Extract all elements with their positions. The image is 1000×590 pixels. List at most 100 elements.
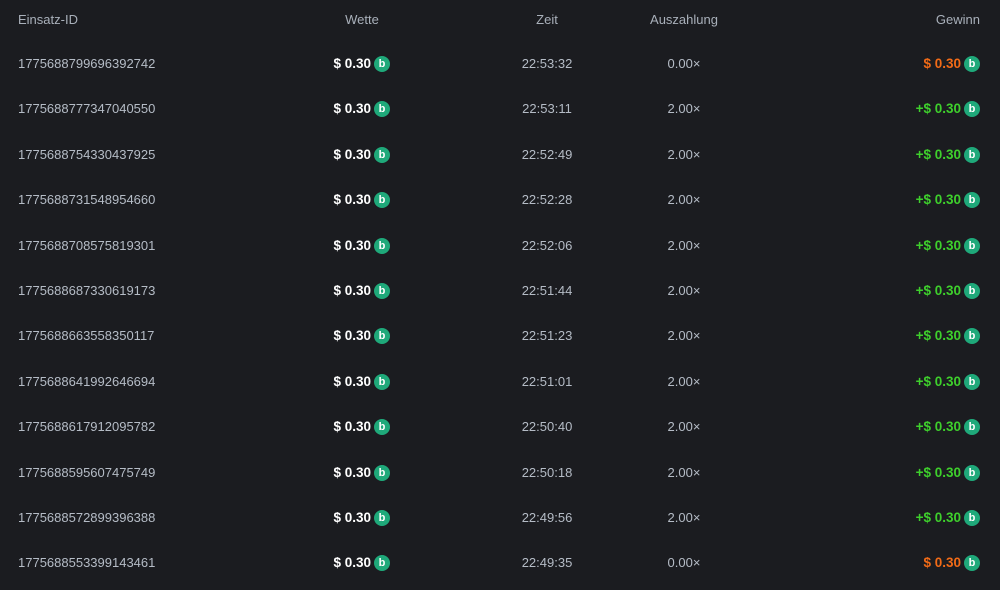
bet-id[interactable]: 1775688572899396388 (18, 510, 156, 525)
bet-amount-value: $ 0.30 (333, 56, 371, 71)
bet-amount-value: $ 0.30 (333, 101, 371, 117)
coin-b-icon: b (374, 510, 390, 526)
header-bet: Wette (345, 12, 379, 27)
coin-b-icon: b (374, 555, 390, 572)
bet-id[interactable]: 1775688595607475749 (18, 464, 156, 480)
table-row[interactable]: 1775688687330619173 $ 0.30 b 22:51:44 2.… (0, 281, 1000, 301)
table-row[interactable]: 1775688553399143461 $ 0.30 b 22:49:35 0.… (0, 553, 1000, 573)
bet-time: 22:50:40 (521, 419, 573, 435)
table-row[interactable]: 1775688754330437925 $ 0.30 b 22:52:49 2.… (0, 145, 1000, 165)
coin-b-icon: b (964, 419, 980, 436)
coin-b-icon: b (964, 56, 980, 72)
bet-profit: +$ 0.30 b (916, 463, 980, 483)
bet-profit-value: +$ 0.30 (915, 464, 961, 480)
bet-time: 22:53:11 (522, 101, 572, 117)
bet-time: 22:51:01 (521, 373, 573, 389)
bet-profit-value: +$ 0.30 (915, 373, 961, 389)
bet-amount: $ 0.30 b (333, 99, 390, 119)
coin-b-icon: b (374, 192, 390, 209)
bet-payout: 0.00× (667, 56, 701, 71)
coin-b-icon: b (374, 101, 390, 118)
bet-id[interactable]: 1775688663558350117 (18, 328, 155, 344)
bet-id[interactable]: 1775688641992646694 (18, 373, 156, 389)
table-row[interactable]: 1775688731548954660 $ 0.30 b 22:52:28 2.… (0, 190, 1000, 210)
bet-amount-value: $ 0.30 (333, 510, 371, 525)
bet-amount-value: $ 0.30 (333, 464, 371, 480)
bet-id[interactable]: 1775688731548954660 (18, 192, 156, 208)
bet-profit: +$ 0.30 b (916, 99, 980, 119)
coin-b-icon: b (964, 237, 980, 254)
bet-profit-value: +$ 0.30 (915, 283, 961, 298)
coin-b-icon: b (964, 555, 980, 572)
coin-b-icon: b (964, 192, 980, 209)
coin-b-icon: b (964, 283, 980, 299)
table-row[interactable]: 1775688595607475749 $ 0.30 b 22:50:18 2.… (0, 463, 1000, 483)
bet-time: 22:53:32 (521, 56, 573, 71)
table-row[interactable]: 1775688799696392742 $ 0.30 b 22:53:32 0.… (0, 54, 1000, 74)
bet-profit: +$ 0.30 b (916, 236, 980, 256)
bet-payout: 2.00× (667, 192, 701, 208)
table-row[interactable]: 1775688663558350117 $ 0.30 b 22:51:23 2.… (0, 326, 1000, 346)
bet-id[interactable]: 1775688708575819301 (18, 237, 156, 253)
bet-amount: $ 0.30 b (333, 508, 390, 528)
bet-id[interactable]: 1775688617912095782 (18, 419, 156, 435)
bet-time: 22:49:56 (521, 510, 573, 525)
bet-id[interactable]: 1775688553399143461 (18, 555, 156, 571)
bet-payout: 2.00× (667, 510, 701, 525)
bet-payout: 2.00× (667, 101, 701, 117)
bet-time: 22:49:35 (521, 555, 573, 571)
bet-amount-value: $ 0.30 (333, 555, 371, 571)
table-row[interactable]: 1775688708575819301 $ 0.30 b 22:52:06 2.… (0, 236, 1000, 256)
table-row[interactable]: 1775688641992646694 $ 0.30 b 22:51:01 2.… (0, 372, 1000, 392)
bet-payout: 2.00× (667, 237, 701, 253)
coin-b-icon: b (374, 56, 390, 72)
coin-b-icon: b (964, 146, 980, 163)
bet-time: 22:51:23 (521, 328, 573, 344)
bet-id[interactable]: 1775688687330619173 (18, 283, 156, 298)
header-id: Einsatz-ID (18, 12, 78, 27)
coin-b-icon: b (964, 328, 980, 345)
bet-amount: $ 0.30 b (333, 145, 390, 165)
bet-profit-value: $ 0.30 (923, 555, 961, 571)
bet-payout: 2.00× (667, 283, 701, 298)
coin-b-icon: b (374, 237, 390, 254)
bet-payout: 2.00× (667, 464, 701, 480)
bet-profit-value: +$ 0.30 (915, 510, 961, 525)
bet-profit-value: +$ 0.30 (915, 328, 961, 344)
bet-amount-value: $ 0.30 (333, 283, 371, 298)
table-row[interactable]: 1775688617912095782 $ 0.30 b 22:50:40 2.… (0, 417, 1000, 437)
bet-amount-value: $ 0.30 (333, 373, 371, 389)
coin-b-icon: b (374, 464, 390, 481)
bet-id[interactable]: 1775688777347040550 (18, 101, 156, 117)
bet-amount: $ 0.30 b (333, 54, 390, 74)
bet-amount: $ 0.30 b (333, 326, 390, 346)
coin-b-icon: b (964, 464, 980, 481)
bet-profit: +$ 0.30 b (916, 372, 980, 392)
bet-payout: 2.00× (667, 373, 701, 389)
bet-payout: 2.00× (667, 328, 701, 344)
bet-amount-value: $ 0.30 (333, 146, 371, 162)
table-row[interactable]: 1775688572899396388 $ 0.30 b 22:49:56 2.… (0, 508, 1000, 528)
bet-profit-value: $ 0.30 (923, 56, 961, 71)
bet-amount: $ 0.30 b (333, 372, 390, 392)
bet-time: 22:52:49 (521, 146, 573, 162)
bet-time: 22:52:28 (521, 192, 573, 208)
header-payout: Auszahlung (650, 12, 718, 27)
bet-profit-value: +$ 0.30 (915, 419, 961, 435)
coin-b-icon: b (374, 419, 390, 436)
bet-profit: +$ 0.30 b (916, 326, 980, 346)
coin-b-icon: b (374, 283, 390, 299)
bet-id[interactable]: 1775688754330437925 (18, 146, 156, 162)
bet-profit-value: +$ 0.30 (915, 192, 961, 208)
table-row[interactable]: 1775688777347040550 $ 0.30 b 22:53:11 2.… (0, 99, 1000, 119)
header-time: Zeit (536, 12, 558, 27)
bet-profit: $ 0.30 b (923, 553, 980, 573)
bet-profit: +$ 0.30 b (916, 145, 980, 165)
table-header: Einsatz-ID Wette Zeit Auszahlung Gewinn (0, 10, 1000, 30)
bet-payout: 2.00× (667, 419, 701, 435)
bet-id[interactable]: 1775688799696392742 (18, 56, 156, 71)
bet-payout: 2.00× (667, 146, 701, 162)
bet-time: 22:50:18 (521, 464, 573, 480)
bet-profit-value: +$ 0.30 (915, 237, 961, 253)
bet-amount: $ 0.30 b (333, 463, 390, 483)
